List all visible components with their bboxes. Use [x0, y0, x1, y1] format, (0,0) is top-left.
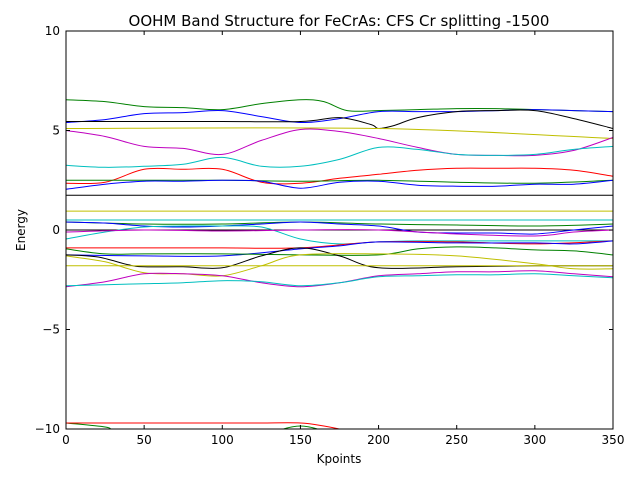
band-line-6	[66, 145, 613, 168]
band-line-8	[66, 179, 613, 184]
x-axis-label: Kpoints	[317, 452, 362, 466]
x-tick-label: 0	[62, 433, 70, 447]
band-line-19	[66, 240, 613, 257]
y-tick-label: 10	[45, 24, 60, 38]
x-tick-label: 50	[137, 433, 152, 447]
y-tick-label: 5	[52, 124, 60, 138]
series-layer	[66, 99, 613, 429]
tick-layer: 0 50 100 150 200 250 300 350 −10 −5 0 5 10	[35, 24, 625, 447]
x-tick-label: 250	[445, 433, 468, 447]
y-tick-label: −5	[42, 323, 60, 337]
band-line-25	[66, 273, 613, 287]
band-line-18	[66, 240, 613, 249]
band-line-7	[66, 167, 613, 185]
band-line-17	[66, 229, 613, 237]
y-tick-label: 0	[52, 223, 60, 237]
x-tick-label: 300	[523, 433, 546, 447]
band-line-21	[66, 247, 613, 269]
band-line-23	[66, 253, 613, 277]
y-axis-label: Energy	[14, 209, 28, 251]
x-tick-label: 200	[367, 433, 390, 447]
band-line-14	[66, 221, 613, 227]
x-tick-label: 150	[289, 433, 312, 447]
x-tick-label: 100	[211, 433, 234, 447]
y-tick-label: −10	[35, 422, 60, 436]
band-line-16	[66, 225, 613, 245]
band-line-28	[66, 422, 342, 429]
chart-title: OOHM Band Structure for FeCrAs: CFS Cr s…	[129, 12, 550, 30]
band-line-20	[66, 246, 613, 256]
x-tick-label: 350	[602, 433, 625, 447]
band-line-4	[66, 127, 613, 139]
band-line-5	[66, 128, 613, 157]
band-line-1	[66, 99, 613, 113]
band-line-9	[66, 179, 613, 190]
